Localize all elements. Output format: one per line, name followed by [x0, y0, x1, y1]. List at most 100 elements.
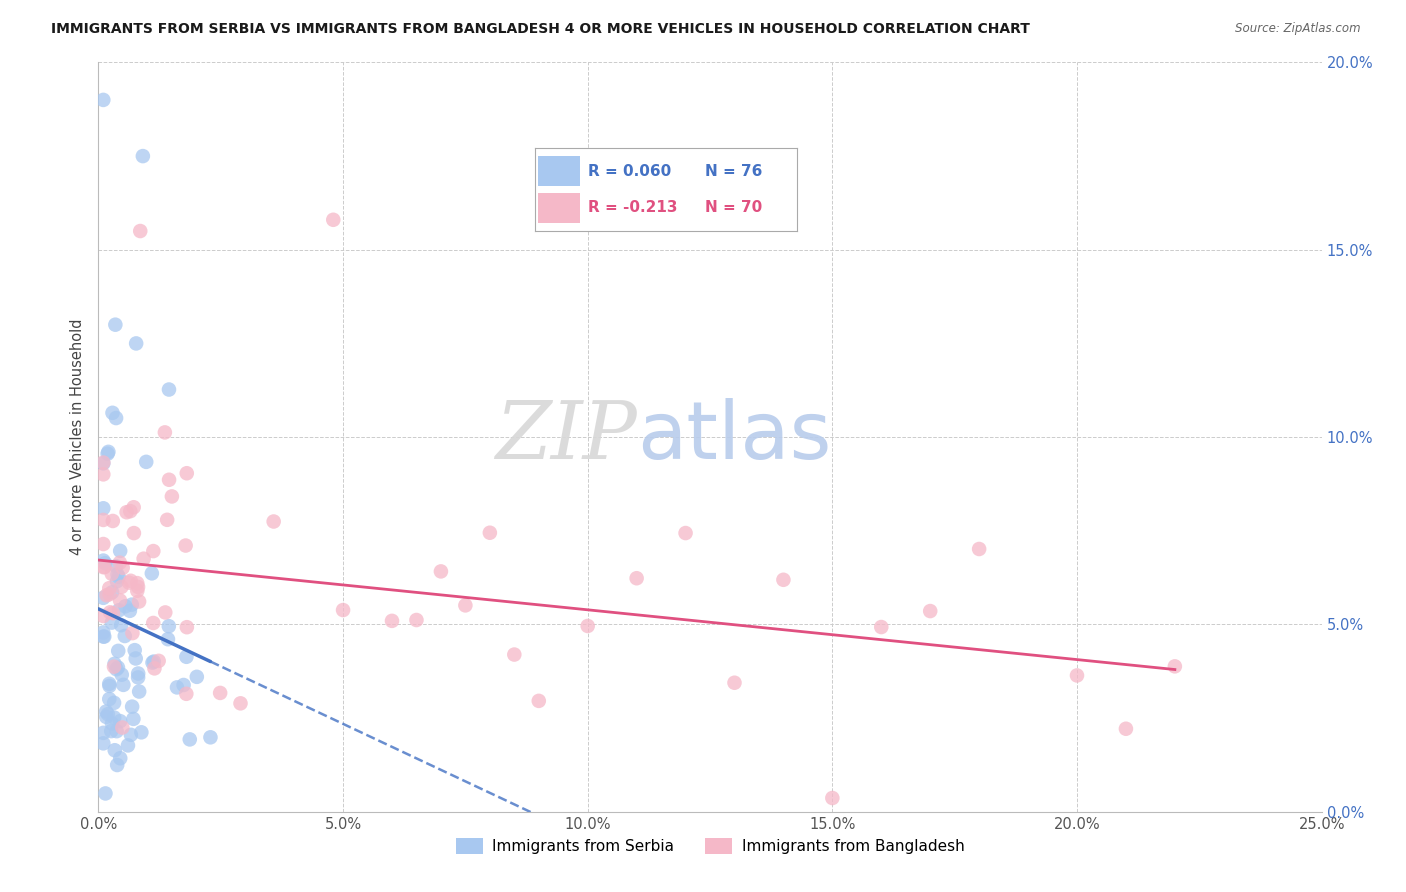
Point — [135, 455, 157, 469]
Point — [160, 490, 183, 504]
Point — [132, 551, 155, 566]
Point — [114, 629, 136, 643]
Point — [105, 724, 128, 739]
Point — [176, 649, 198, 664]
Point — [127, 583, 149, 598]
Text: R = 0.060: R = 0.060 — [588, 164, 671, 178]
FancyBboxPatch shape — [538, 193, 579, 223]
Point — [108, 603, 131, 617]
Point — [157, 619, 180, 633]
Point — [148, 654, 170, 668]
Point — [920, 604, 942, 618]
Text: IMMIGRANTS FROM SERBIA VS IMMIGRANTS FROM BANGLADESH 4 OR MORE VEHICLES IN HOUSE: IMMIGRANTS FROM SERBIA VS IMMIGRANTS FRO… — [51, 22, 1029, 37]
Point — [118, 575, 141, 590]
FancyBboxPatch shape — [538, 156, 579, 186]
Point — [104, 318, 127, 332]
Point — [94, 556, 117, 570]
Point — [91, 501, 114, 516]
Point — [118, 604, 141, 618]
Point — [98, 677, 121, 691]
Point — [91, 553, 114, 567]
Point — [122, 712, 145, 726]
Point — [120, 728, 142, 742]
Point — [122, 526, 145, 541]
Point — [1066, 668, 1088, 682]
Point — [527, 694, 550, 708]
Point — [103, 657, 125, 671]
Point — [91, 625, 114, 640]
Point — [132, 149, 155, 163]
Point — [1164, 659, 1187, 673]
Point — [128, 684, 150, 698]
Y-axis label: 4 or more Vehicles in Household: 4 or more Vehicles in Household — [70, 318, 86, 556]
Text: atlas: atlas — [637, 398, 831, 476]
Point — [125, 336, 148, 351]
Point — [91, 609, 114, 624]
Text: N = 70: N = 70 — [706, 200, 762, 215]
Point — [91, 591, 114, 605]
Point — [97, 445, 120, 459]
Point — [114, 599, 136, 614]
Point — [101, 514, 124, 528]
Point — [153, 425, 176, 440]
Point — [142, 615, 165, 630]
Point — [107, 567, 129, 582]
Point — [124, 643, 146, 657]
Point — [127, 580, 149, 594]
Point — [166, 681, 188, 695]
Text: R = -0.213: R = -0.213 — [588, 200, 678, 215]
Point — [454, 599, 477, 613]
Point — [129, 224, 152, 238]
Point — [179, 732, 201, 747]
Point — [142, 655, 165, 669]
Point — [101, 406, 124, 420]
Point — [108, 714, 131, 728]
Point — [332, 603, 354, 617]
Point — [97, 447, 120, 461]
Point — [110, 751, 132, 765]
Point — [91, 456, 114, 470]
Point — [141, 656, 163, 670]
Point — [103, 710, 125, 724]
Point — [821, 791, 844, 805]
Point — [91, 467, 114, 482]
Point — [263, 515, 285, 529]
Point — [94, 787, 117, 801]
Point — [127, 576, 149, 591]
Point — [626, 571, 648, 585]
Point — [125, 651, 148, 665]
Point — [127, 670, 149, 684]
Point — [128, 594, 150, 608]
Point — [91, 560, 114, 574]
Point — [127, 666, 149, 681]
Point — [111, 561, 134, 575]
Point — [155, 606, 177, 620]
Point — [503, 648, 526, 662]
Point — [107, 660, 129, 674]
Point — [108, 593, 131, 607]
Point — [186, 670, 208, 684]
Point — [209, 686, 232, 700]
Point — [229, 696, 252, 710]
Text: ZIP: ZIP — [495, 399, 637, 475]
Point — [105, 574, 128, 589]
Point — [93, 630, 115, 644]
Text: Source: ZipAtlas.com: Source: ZipAtlas.com — [1236, 22, 1361, 36]
Point — [101, 606, 124, 620]
Point — [101, 716, 124, 731]
Point — [176, 467, 198, 481]
Point — [200, 731, 222, 745]
Point — [121, 626, 143, 640]
Point — [98, 605, 121, 619]
Point — [143, 661, 166, 675]
Point — [91, 93, 114, 107]
Point — [174, 539, 197, 553]
Point — [96, 710, 118, 724]
Point — [91, 513, 114, 527]
Point — [120, 504, 142, 518]
Point — [111, 721, 134, 735]
Point — [98, 679, 121, 693]
Point — [120, 574, 142, 588]
Point — [111, 667, 134, 681]
Point — [103, 696, 125, 710]
